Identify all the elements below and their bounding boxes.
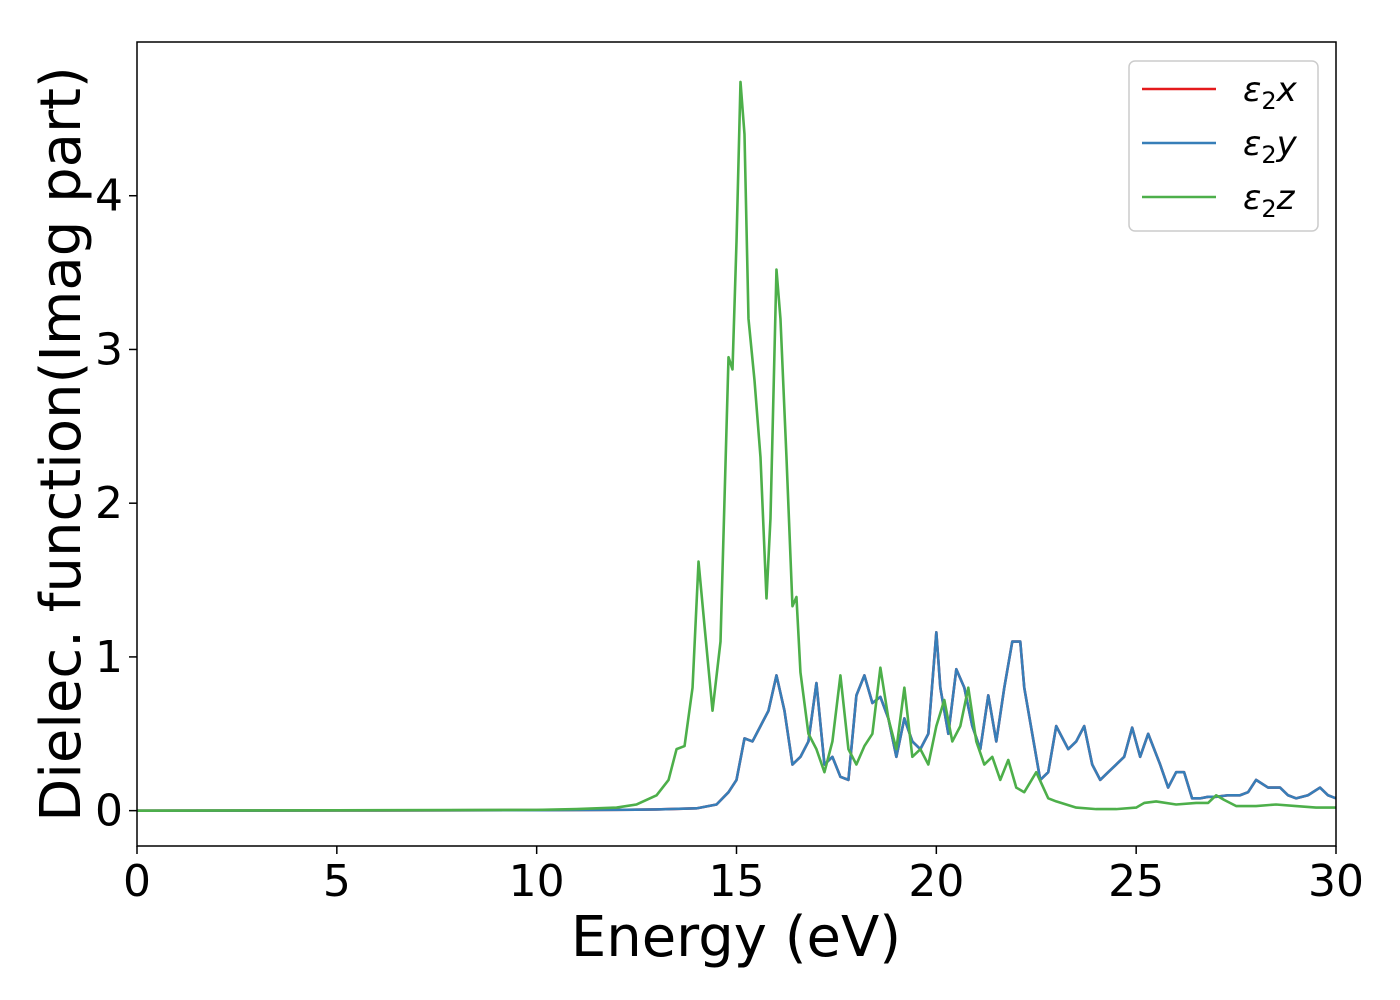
legend-box: [1128, 60, 1319, 232]
y-tick-label: 1: [95, 632, 123, 683]
x-tick-label: 30: [1308, 856, 1364, 907]
x-tick-label: 10: [509, 856, 565, 907]
series-layer: [137, 80, 1336, 812]
y-axis-title: Dielec. function(Imag part): [29, 66, 94, 822]
series-line-eps2y: [137, 631, 1336, 812]
y-tick-label: 3: [95, 324, 123, 375]
x-tick-label: 25: [1108, 856, 1164, 907]
x-axis: 0 5 10 15 20 25 30: [123, 846, 1364, 907]
x-tick-label: 5: [323, 856, 351, 907]
legend-entries: ε2x ε2y ε2z: [1142, 70, 1298, 223]
x-axis-title: Energy (eV): [571, 905, 901, 970]
x-tick-label: 15: [709, 856, 765, 907]
series-line-eps2z: [137, 80, 1336, 812]
y-tick-label: 0: [95, 786, 123, 837]
y-axis: 0 1 2 3 4: [95, 171, 137, 837]
legend-label-z: ε2z: [1243, 178, 1296, 223]
x-tick-label: 20: [908, 856, 964, 907]
legend-label-x: ε2x: [1243, 70, 1298, 115]
x-tick-label: 0: [123, 856, 151, 907]
y-tick-label: 4: [95, 171, 123, 222]
y-tick-label: 2: [95, 478, 123, 529]
legend: ε2x ε2y ε2z: [1128, 60, 1319, 232]
legend-label-y: ε2y: [1243, 124, 1298, 169]
